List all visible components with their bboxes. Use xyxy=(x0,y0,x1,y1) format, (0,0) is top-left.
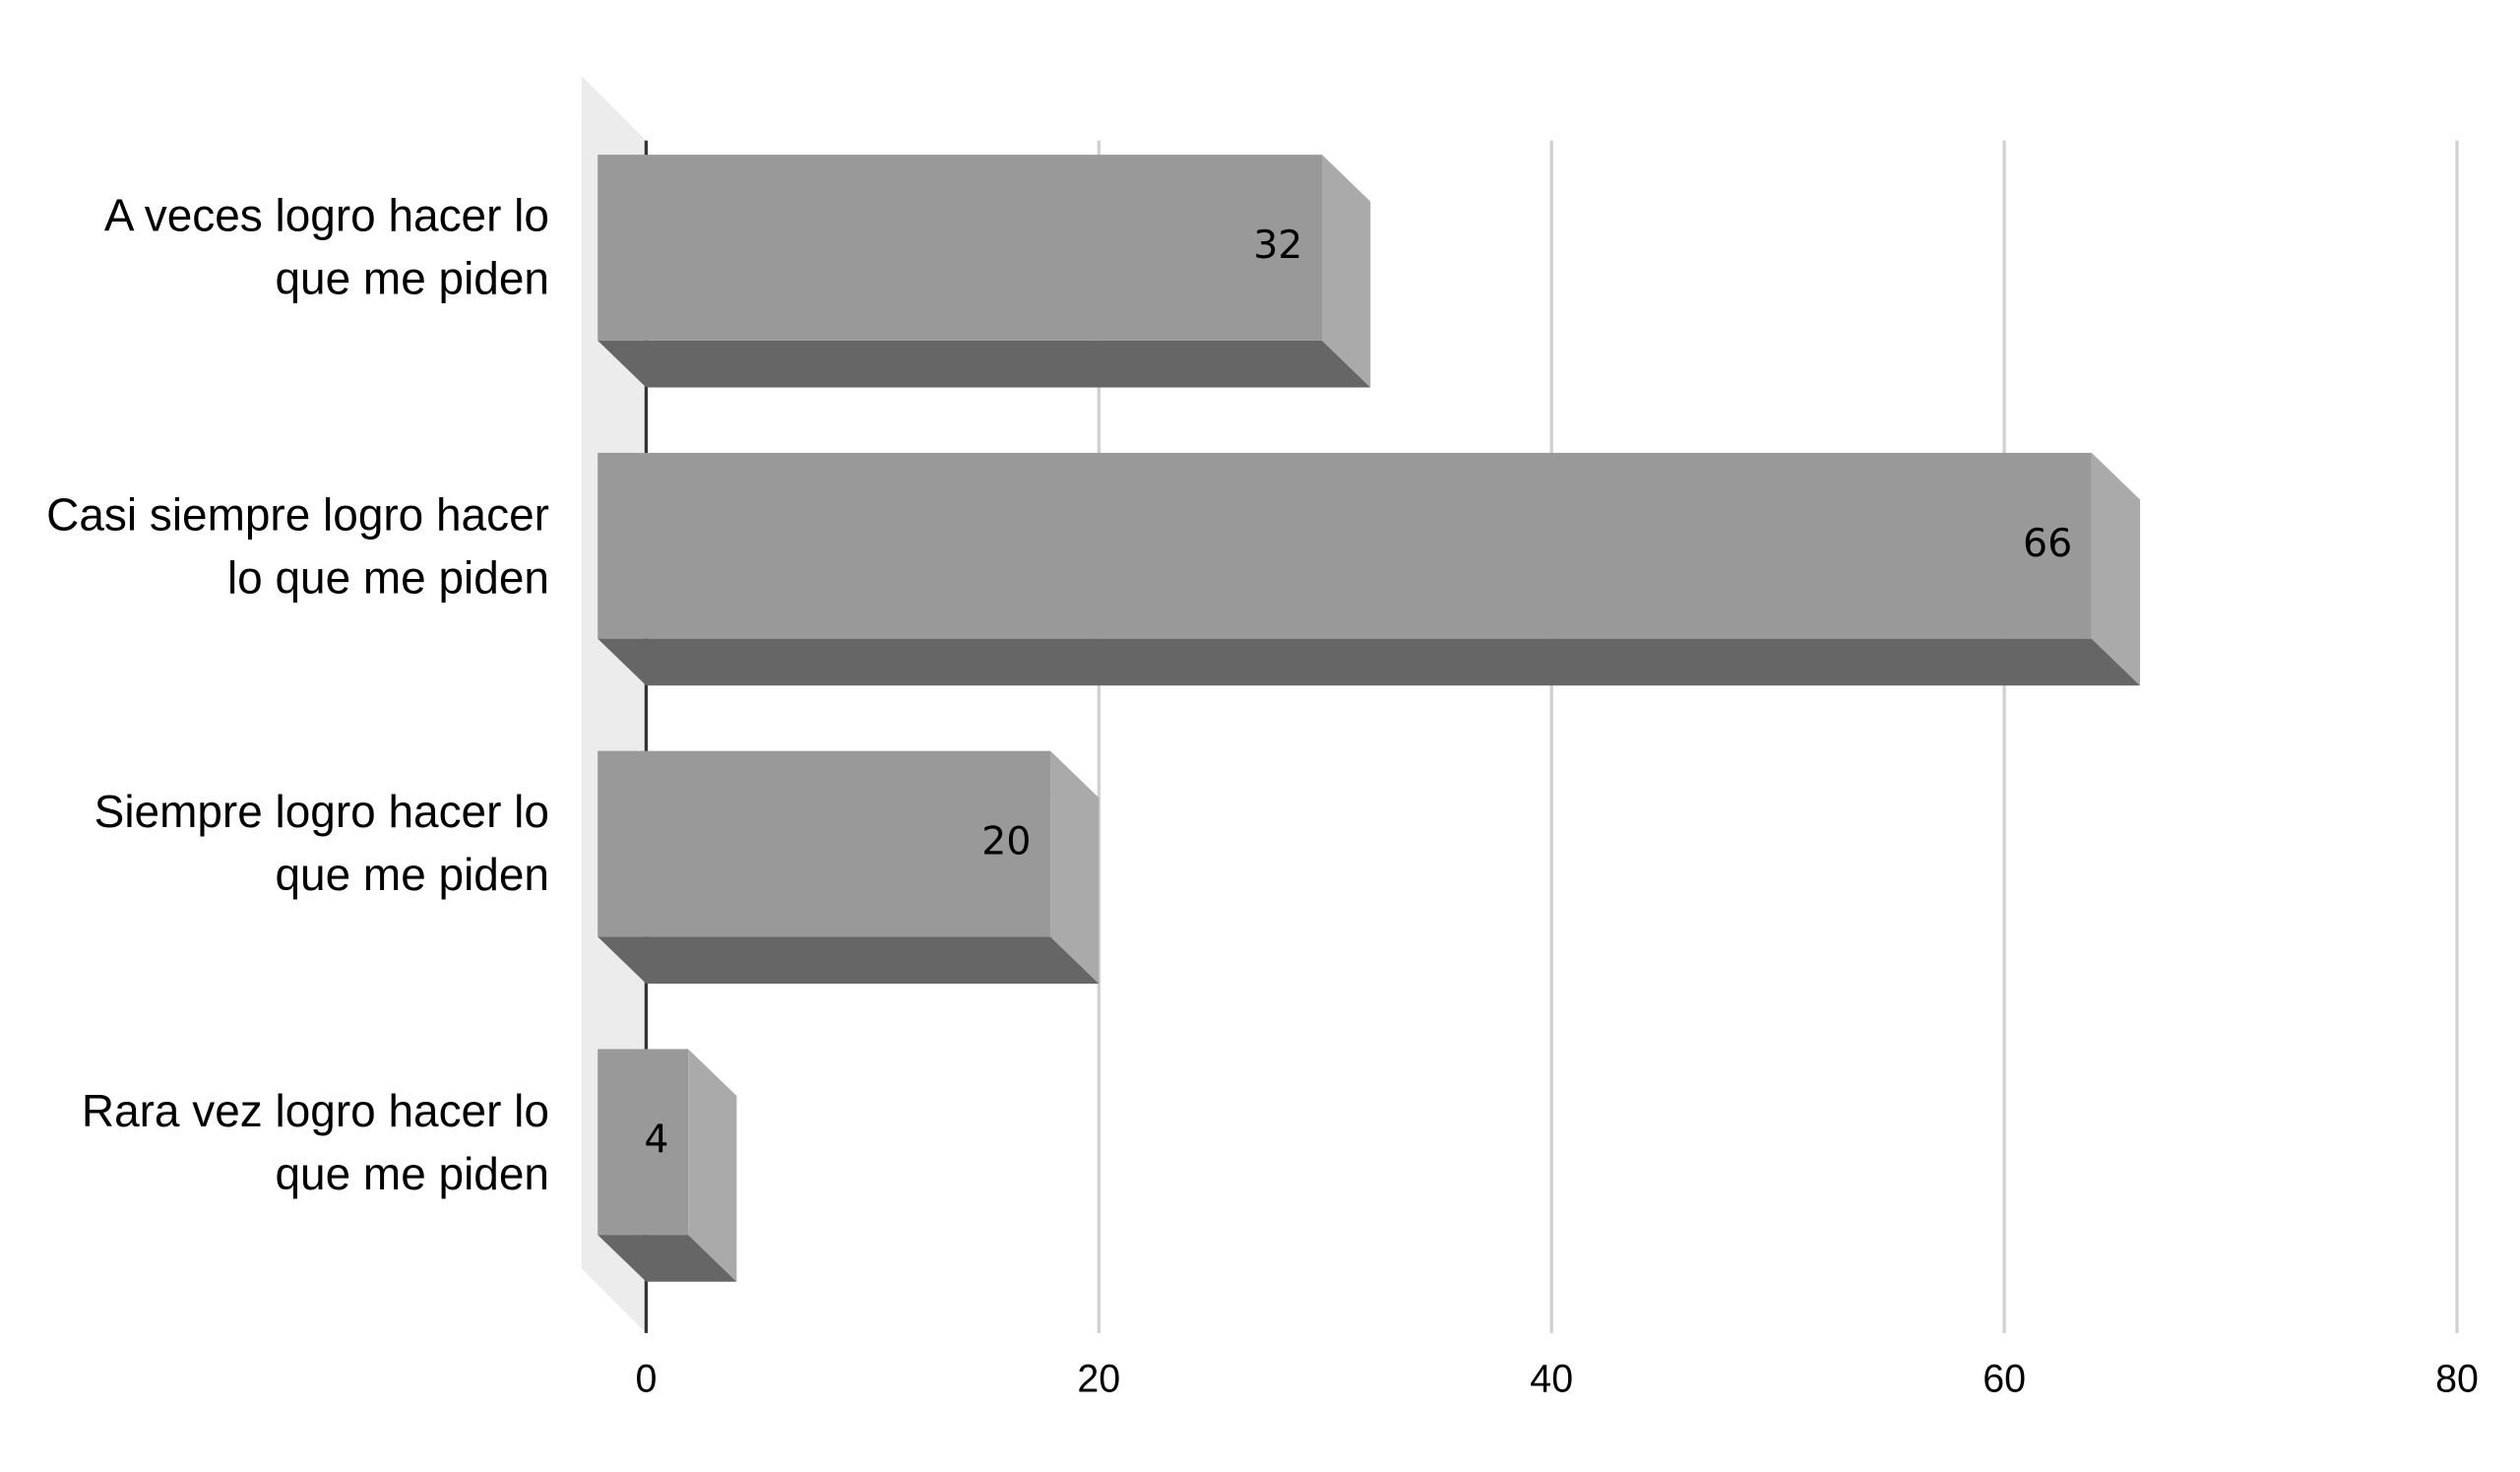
x-tick-label: 80 xyxy=(2435,1357,2479,1400)
x-tick-label: 20 xyxy=(1077,1357,1120,1400)
bar xyxy=(598,750,1100,984)
value-label: 4 xyxy=(644,1117,668,1162)
bar-bottom xyxy=(598,638,2141,686)
category-label-box: A veces logro hacer lo que me piden xyxy=(103,191,549,304)
bar-bottom xyxy=(598,936,1100,984)
bar-side xyxy=(1322,155,1371,388)
x-tick-label: 40 xyxy=(1530,1357,1573,1400)
category-label: Casi siempre logro hacer lo que me piden xyxy=(46,488,549,603)
value-label: 20 xyxy=(981,819,1031,864)
x-tick-label: 60 xyxy=(1983,1357,2026,1400)
category-label: Rara vez logro hacer lo que me piden xyxy=(81,1085,549,1199)
bar-side xyxy=(1050,750,1100,984)
category-label: A veces logro hacer lo que me piden xyxy=(103,191,549,304)
back-wall xyxy=(581,76,647,1333)
bar xyxy=(598,155,1371,388)
value-label: 32 xyxy=(1253,223,1302,268)
bar-front xyxy=(598,1049,689,1236)
category-label-box: Casi siempre logro hacer lo que me piden xyxy=(46,488,549,603)
bar-side xyxy=(2091,452,2141,686)
category-label-box: Siempre logro hacer lo que me piden xyxy=(94,787,549,901)
category-label-box: Rara vez logro hacer lo que me piden xyxy=(81,1085,549,1199)
bar-front xyxy=(598,155,1323,341)
x-tick-label: 0 xyxy=(635,1357,657,1400)
category-label: Siempre logro hacer lo que me piden xyxy=(94,787,549,901)
bar-front xyxy=(598,750,1051,937)
bar-bottom xyxy=(598,1235,737,1282)
bar xyxy=(598,1049,737,1282)
bar xyxy=(598,452,2141,686)
bar-front xyxy=(598,452,2092,639)
bar-bottom xyxy=(598,340,1371,388)
value-label: 66 xyxy=(2023,521,2072,566)
bar-side xyxy=(688,1049,737,1282)
